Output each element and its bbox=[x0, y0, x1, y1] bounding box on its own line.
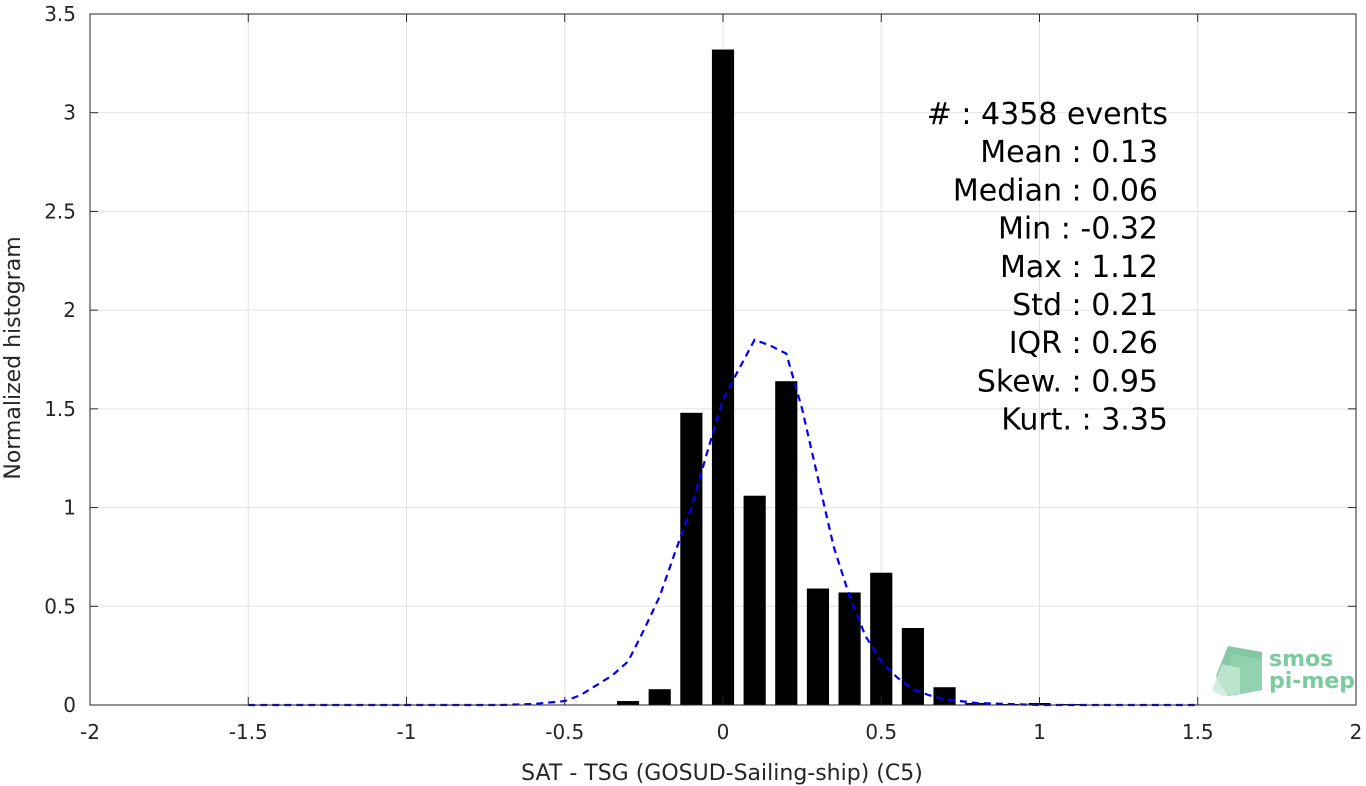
histogram-bar bbox=[870, 572, 893, 705]
fit-curve-layer bbox=[248, 338, 1198, 707]
x-tick-label: -1.5 bbox=[229, 720, 268, 744]
stats-line: # : 4358 events bbox=[927, 97, 1168, 132]
gaussian-fit-curve bbox=[248, 338, 1198, 707]
histogram-bar bbox=[838, 592, 861, 705]
histogram-bar bbox=[901, 628, 924, 705]
y-tick-label: 2.5 bbox=[44, 199, 76, 223]
y-tick-label: 1 bbox=[63, 496, 76, 520]
y-tick-label: 3 bbox=[63, 101, 76, 125]
x-tick-label: -1 bbox=[397, 720, 417, 744]
x-tick-label: 0.5 bbox=[865, 720, 897, 744]
x-tick-label: 1.5 bbox=[1182, 720, 1214, 744]
stats-line: Min : -0.32 bbox=[998, 212, 1158, 247]
histogram-bar bbox=[743, 495, 766, 705]
histogram-bars bbox=[616, 49, 1083, 705]
x-tick-label: 2 bbox=[1350, 720, 1363, 744]
smos-pi-mep-logo: smos pi-mep bbox=[1212, 646, 1355, 696]
x-axis-label: SAT - TSG (GOSUD-Sailing-ship) (C5) bbox=[521, 761, 923, 786]
stats-line: Std : 0.21 bbox=[1012, 288, 1158, 323]
histogram-bar bbox=[648, 689, 671, 705]
x-tick-label: -0.5 bbox=[545, 720, 584, 744]
y-tick-label: 2 bbox=[63, 298, 76, 322]
stats-line: Kurt. : 3.35 bbox=[1001, 403, 1168, 438]
y-axis-label: Normalized histogram bbox=[1, 236, 26, 479]
stats-line: Skew. : 0.95 bbox=[977, 364, 1158, 399]
logo-mark-icon bbox=[1212, 646, 1262, 696]
histogram-bar bbox=[616, 701, 640, 705]
histogram-bar bbox=[806, 588, 830, 705]
x-tick-label: 0 bbox=[717, 720, 730, 744]
histogram-bar bbox=[680, 412, 703, 705]
x-tick-label: 1 bbox=[1033, 720, 1046, 744]
histogram-bar bbox=[775, 381, 798, 705]
stats-line: Mean : 0.13 bbox=[980, 135, 1158, 170]
logo-text-smos: smos bbox=[1269, 647, 1333, 672]
histogram-bar bbox=[711, 49, 735, 705]
y-tick-label: 3.5 bbox=[44, 2, 76, 26]
tick-labels: -2 -1.5 -1 -0.5 0 0.5 1 1.5 2 0 0.5 1 1.5 2 2.5 3 3.5 bbox=[44, 2, 1362, 744]
stats-line: IQR : 0.26 bbox=[1009, 326, 1158, 361]
stats-line: Median : 0.06 bbox=[953, 173, 1158, 208]
y-tick-label: 1.5 bbox=[44, 397, 76, 421]
y-tick-label: 0 bbox=[63, 693, 76, 717]
axes bbox=[89, 13, 1357, 706]
stats-line: Max : 1.12 bbox=[1000, 250, 1158, 285]
x-tick-label: -2 bbox=[80, 720, 100, 744]
logo-text-pi-mep: pi-mep bbox=[1269, 669, 1355, 694]
y-tick-label: 0.5 bbox=[44, 594, 76, 618]
